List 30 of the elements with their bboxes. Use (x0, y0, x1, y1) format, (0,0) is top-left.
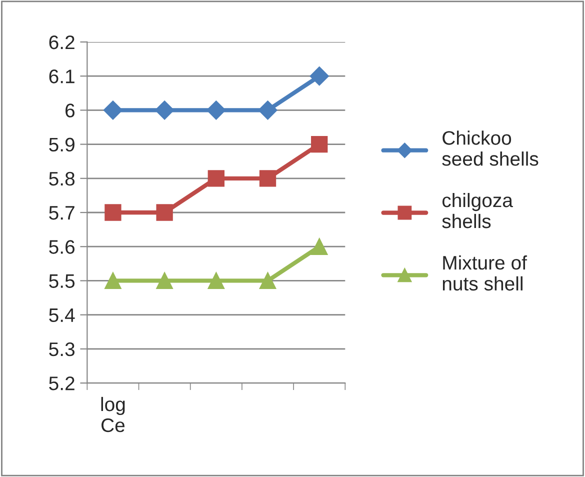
point (104, 204, 122, 221)
legend-label: Mixture of nuts shell (442, 255, 528, 291)
y-tick-label: 5.5 (49, 274, 75, 288)
point (258, 100, 278, 120)
y-tick-label: 5.4 (49, 308, 75, 322)
y-tick-label: 6.1 (49, 70, 74, 84)
y-tick-label: 5.7 (49, 206, 74, 220)
y-tick-label: 5.3 (49, 342, 75, 356)
legend-label: Chickoo seed shells (442, 130, 538, 166)
point (259, 170, 276, 187)
y-tick-label: 6.2 (49, 35, 74, 50)
y-tick-label: 5.6 (49, 240, 75, 254)
point (206, 100, 226, 120)
x-tick-label: log Ce (101, 396, 125, 432)
point (311, 136, 328, 153)
point (104, 272, 122, 290)
point (310, 66, 329, 86)
y-tick-label: 5.2 (49, 376, 74, 390)
point (155, 100, 174, 120)
legend-label: chilgoza shells (442, 192, 513, 228)
point (156, 272, 173, 290)
point (208, 272, 224, 290)
point (208, 170, 224, 187)
point (156, 204, 173, 221)
y-tick-label: 5.8 (49, 172, 75, 186)
y-tick-label: 6 (66, 104, 75, 118)
point (311, 238, 328, 255)
point (103, 100, 122, 120)
point (259, 272, 276, 290)
y-tick-label: 5.9 (49, 138, 74, 152)
